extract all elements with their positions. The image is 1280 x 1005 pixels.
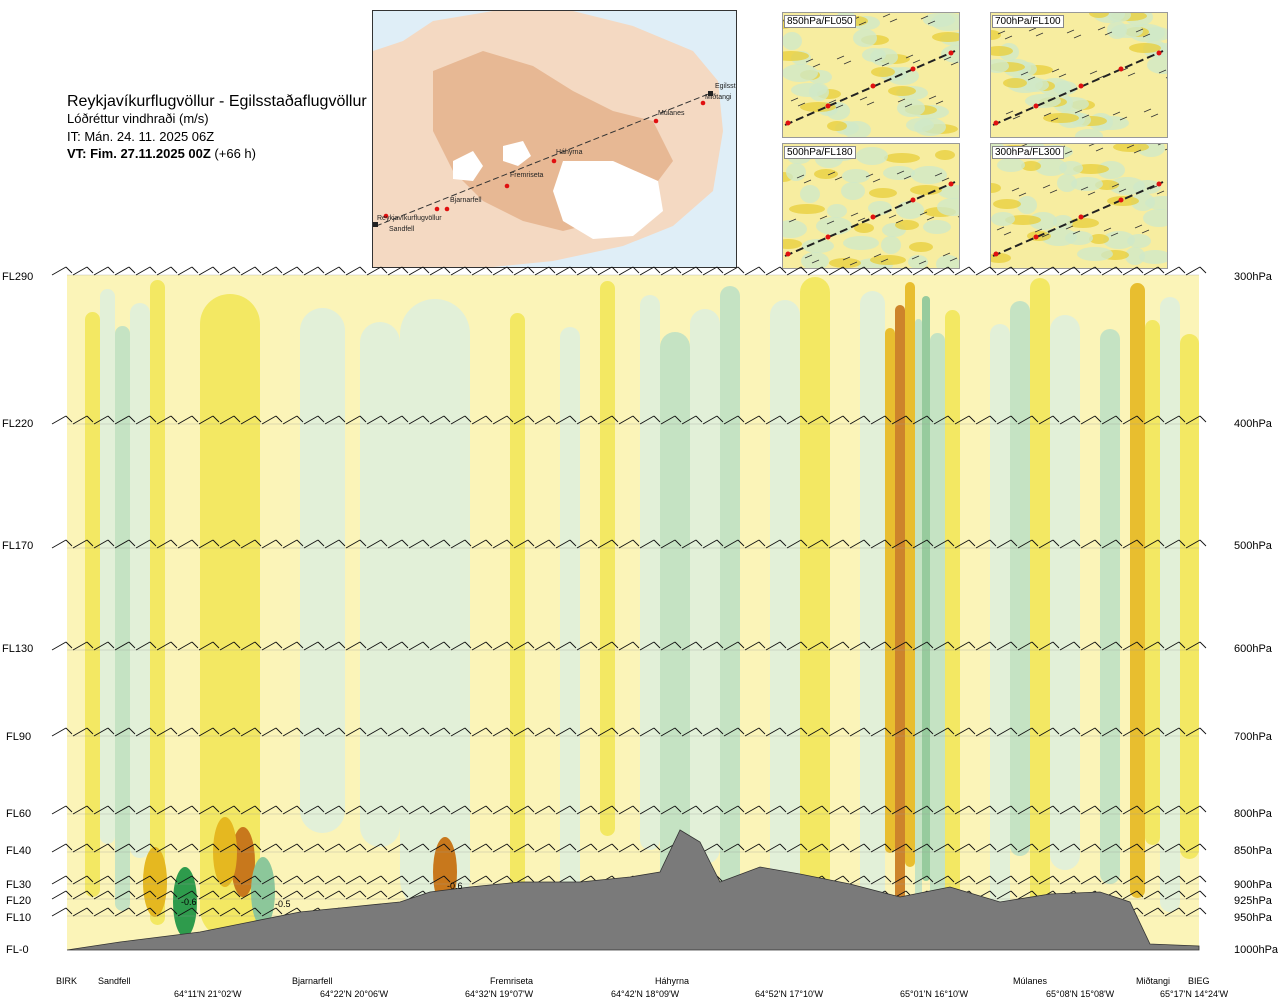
flight-level-label: FL220 — [2, 418, 34, 430]
coordinate-label: 64°32'N 19°07'W — [465, 989, 534, 999]
panel-label: 700hPa/FL100 — [992, 15, 1064, 28]
panel-label: 300hPa/FL300 — [992, 146, 1064, 159]
coordinate-label: 65°01'N 16°10'W — [900, 989, 969, 999]
flight-level-label: FL130 — [2, 643, 34, 655]
map-station-label: Sandfell — [389, 226, 415, 233]
flight-level-label: FL170 — [2, 540, 34, 552]
coordinate-label: 65°08'N 15°08'W — [1046, 989, 1115, 999]
location-label: Sandfell — [98, 976, 131, 986]
chart-title: Reykjavíkurflugvöllur - Egilsstaðaflugvö… — [67, 93, 367, 110]
pressure-level-label: 400hPa — [1234, 418, 1272, 430]
panel-label: 500hPa/FL180 — [784, 146, 856, 159]
issue-time: IT: Mán. 24. 11. 2025 06Z — [67, 129, 215, 144]
flight-level-label: FL40 — [6, 845, 32, 857]
coordinate-label: 64°52'N 17°10'W — [755, 989, 824, 999]
coordinate-label: 64°11'N 21°02'W — [174, 989, 242, 999]
coordinate-label: 64°42'N 18°09'W — [611, 989, 680, 999]
valid-time-offset: (+66 h) — [210, 146, 256, 161]
pressure-level-label: 950hPa — [1234, 912, 1272, 924]
flight-level-label: FL20 — [6, 895, 32, 907]
panel-850hpa: 850hPa/FL050 — [782, 12, 960, 138]
pressure-level-label: 800hPa — [1234, 808, 1272, 820]
map-station-label: Reykjavíkurflugvöllur — [377, 215, 442, 222]
pressure-level-label: 600hPa — [1234, 643, 1272, 655]
map-station-label: Múlanes — [658, 110, 685, 117]
valid-time-date: VT: Fim. 27.11.2025 00Z — [67, 146, 211, 161]
cross-section-plot: -0.6 -0.5 -0.6 — [51, 266, 1207, 951]
contour-label: -0.6 — [447, 881, 463, 891]
location-label: Miðtangi — [1136, 976, 1171, 986]
contour-label: -0.5 — [275, 899, 291, 909]
panel-500hpa: 500hPa/FL180 — [782, 143, 960, 269]
location-label: Múlanes — [1013, 976, 1048, 986]
quantity-label: Lóðréttur vindhraði (m/s) — [67, 111, 209, 126]
location-label: Háhyrna — [655, 976, 690, 986]
flight-level-label: FL290 — [2, 271, 34, 283]
coordinate-label: 65°17'N 14°24'W — [1160, 989, 1229, 999]
panel-label: 850hPa/FL050 — [784, 15, 856, 28]
location-label: Bjarnarfell — [292, 976, 333, 986]
contour-label: -0.6 — [181, 897, 197, 907]
map-station-label: Bjarnarfell — [450, 197, 482, 204]
map-station-label: Fremriseta — [510, 172, 544, 179]
map-station-label: Egilsstaðir — [715, 82, 736, 90]
flight-level-label: FL-0 — [6, 944, 29, 956]
map-station-label: Háhyrna — [556, 149, 583, 156]
valid-time: VT: Fim. 27.11.2025 00Z (+66 h) — [67, 146, 256, 161]
pressure-level-label: 925hPa — [1234, 895, 1272, 907]
location-label: BIEG — [1188, 976, 1210, 986]
pressure-level-label: 1000hPa — [1234, 944, 1279, 956]
panel-300hpa: 300hPa/FL300 — [990, 143, 1168, 269]
flight-level-label: FL30 — [6, 879, 32, 891]
pressure-level-label: 900hPa — [1234, 879, 1272, 891]
flight-level-label: FL60 — [6, 808, 32, 820]
pressure-level-label: 500hPa — [1234, 540, 1272, 552]
flight-level-label: FL10 — [6, 912, 32, 924]
pressure-level-label: 850hPa — [1234, 845, 1272, 857]
coordinate-label: 64°22'N 20°06'W — [320, 989, 389, 999]
route-map: Reykjavíkurflugvöllur Sandfell Bjarnarfe… — [372, 10, 737, 268]
location-label: BIRK — [56, 976, 78, 986]
flight-level-label: FL90 — [6, 731, 32, 743]
location-label: Fremriseta — [490, 976, 534, 986]
panel-700hpa: 700hPa/FL100 — [990, 12, 1168, 138]
pressure-level-label: 700hPa — [1234, 731, 1272, 743]
map-station-label: Miðtangi — [705, 93, 732, 101]
pressure-level-label: 300hPa — [1234, 271, 1272, 283]
